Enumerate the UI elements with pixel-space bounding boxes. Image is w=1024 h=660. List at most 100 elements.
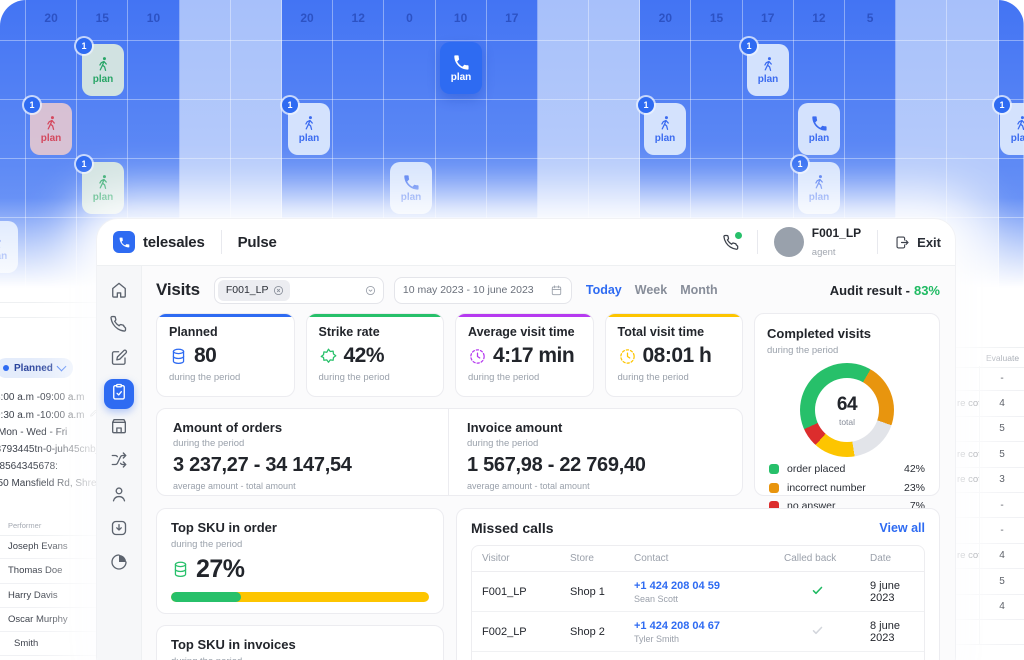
evaluate-row: re coffee5: [940, 442, 1024, 468]
card-caption: during the period: [767, 345, 839, 356]
nav-reports[interactable]: [104, 549, 134, 579]
nav-calls-icon: [109, 314, 129, 339]
accent-bar: [157, 314, 294, 317]
tile-plan-label: plan: [92, 74, 114, 85]
tile-plan-label: plan: [654, 133, 676, 144]
sidebar: [97, 266, 142, 660]
clock-icon: [618, 347, 637, 366]
calendar-plan-tile[interactable]: 1 plan: [741, 38, 789, 96]
tab-week[interactable]: Week: [634, 283, 668, 297]
calendar-plan-tile[interactable]: plan: [440, 42, 482, 94]
card-title: Completed visits: [767, 326, 872, 341]
calendar-plan-tile[interactable]: 1 plan: [76, 38, 124, 96]
table-row: F002_LP Shop 2 +1 424 208 04 67 Tyler Smith…: [472, 611, 924, 652]
legend-value: 42%: [903, 463, 925, 475]
calendar-plan-tile[interactable]: 1 plan: [638, 97, 686, 155]
visit-info-row: 8:00 a.m -09:00 a.m: [0, 392, 85, 403]
user-name: F001_LP: [811, 226, 862, 240]
view-all-link[interactable]: View all: [879, 521, 925, 535]
cell-store: Shop 1: [570, 585, 605, 598]
stat-caption: during the period: [169, 372, 241, 383]
nav-calls[interactable]: [104, 311, 134, 341]
missed-calls-table: Visitor Store Contact Called back Date F…: [471, 545, 925, 660]
tab-month[interactable]: Month: [680, 283, 718, 297]
col-visitor: Visitor: [472, 546, 560, 572]
nav-store[interactable]: [104, 413, 134, 443]
walking-visit-icon: [42, 114, 61, 133]
legend-item: order placed 42%: [769, 463, 925, 475]
stat-card-total-visit-time: Total visit time 08:01 h during the period: [604, 313, 743, 397]
stat-title: Planned: [169, 325, 218, 339]
phone-link[interactable]: +1 424 208 04 59: [634, 579, 720, 592]
phone-link[interactable]: +1 424 208 04 67: [634, 619, 720, 632]
stat-value: 80: [194, 344, 217, 367]
performer-row[interactable]: Thomas Doe: [0, 559, 100, 584]
phone-call-icon: [402, 173, 421, 192]
section-title: Visits: [156, 280, 200, 299]
status-chip-label: Planned: [14, 362, 53, 374]
performer-column-header: Performer: [0, 516, 100, 536]
legend-item: incorrect number 23%: [769, 482, 925, 494]
accent-bar: [605, 314, 742, 317]
edit-time-icon[interactable]: [89, 409, 99, 422]
evaluate-score: 4: [979, 543, 1024, 569]
visit-info-row: Mon - Wed - Fri: [0, 427, 68, 438]
performer-row[interactable]: Joseph Evans: [0, 535, 100, 560]
calendar-plan-tile[interactable]: 1 plan: [282, 97, 330, 155]
incoming-call-icon[interactable]: [722, 230, 743, 252]
tile-count-badge: 1: [741, 38, 757, 54]
calendar-day-count: 0: [406, 11, 413, 25]
stat-value-row: 80: [169, 344, 282, 368]
nav-visits[interactable]: [104, 379, 134, 409]
tab-today[interactable]: Today: [585, 283, 622, 297]
database-icon: [169, 347, 188, 366]
walking-visit-icon: [300, 114, 319, 133]
database-icon: [171, 560, 190, 579]
calendar-plan-tile[interactable]: plan: [798, 103, 840, 155]
performer-row[interactable]: Oscar Murphy: [0, 608, 100, 633]
visitor-filter-field[interactable]: F001_LP: [213, 276, 384, 304]
exit-button[interactable]: Exit: [894, 234, 941, 251]
header-actions: F001_LP agent Exit: [722, 224, 941, 260]
telesales-logo-icon: [113, 231, 135, 253]
walking-visit-icon: [1012, 114, 1024, 133]
clear-chip-icon[interactable]: [272, 284, 285, 297]
nav-notes[interactable]: [104, 345, 134, 375]
field-expand-icon[interactable]: [364, 284, 377, 297]
calendar-plan-tile[interactable]: 1 plan: [24, 97, 72, 155]
performer-row[interactable]: Harry Davis: [0, 584, 100, 608]
visit-info-row: 68793445tn-0-juh45cnbju789: [0, 444, 121, 455]
divider: [756, 230, 758, 254]
legend-value: 23%: [903, 481, 925, 494]
avatar[interactable]: [773, 227, 804, 257]
nav-clients[interactable]: [104, 481, 134, 511]
calendar-day-count: 15: [95, 11, 109, 25]
tile-count-badge: 1: [24, 97, 40, 113]
exit-icon: [894, 234, 911, 251]
nav-routes-icon: [109, 450, 129, 475]
nav-import[interactable]: [104, 515, 134, 545]
nav-routes[interactable]: [104, 447, 134, 477]
brand-name: telesales: [143, 233, 205, 251]
performer-row[interactable]: Smith: [0, 632, 100, 657]
cell-contact: +1 424 208 04 59 Sean Scott: [624, 572, 774, 612]
nav-notes-icon: [109, 348, 129, 373]
card-caption: during the period: [171, 539, 243, 550]
tile-plan-label: plan: [757, 74, 779, 85]
calendar-plan-tile[interactable]: 1 plan: [994, 97, 1024, 155]
nav-home[interactable]: [104, 277, 134, 307]
col-called-back: Called back: [774, 546, 860, 572]
date-range-field[interactable]: 10 may 2023 - 10 june 2023: [393, 276, 572, 304]
audit-result: Audit result -83%: [829, 282, 940, 298]
visitor-chip[interactable]: F001_LP: [217, 279, 291, 301]
contact-name: Tyler Smith: [634, 633, 680, 644]
evaluate-row: -: [940, 518, 1024, 544]
amount-sub: average amount - total amount: [467, 481, 590, 491]
amount-title: Invoice amount: [467, 420, 563, 435]
calendar-gridline: [0, 158, 1024, 159]
status-chip-planned[interactable]: Planned: [0, 358, 73, 378]
user-role: agent: [811, 247, 836, 258]
clock-icon: [468, 347, 487, 366]
walking-visit-icon: [759, 55, 778, 74]
